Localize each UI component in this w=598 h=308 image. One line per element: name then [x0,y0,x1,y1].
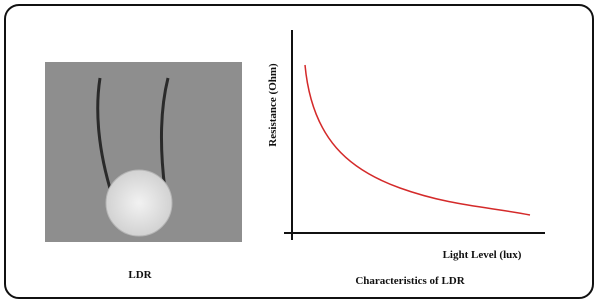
ldr-disc [106,170,172,236]
photo-caption: LDR [128,269,152,281]
ldr-photo [45,62,242,242]
y-axis-label: Resistance (Ohm) [267,63,279,147]
figure: LDR Resistance (Ohm) Light Level (lux) C… [0,0,598,303]
x-axis-label: Light Level (lux) [443,249,522,261]
graph-caption: Characteristics of LDR [355,275,465,287]
